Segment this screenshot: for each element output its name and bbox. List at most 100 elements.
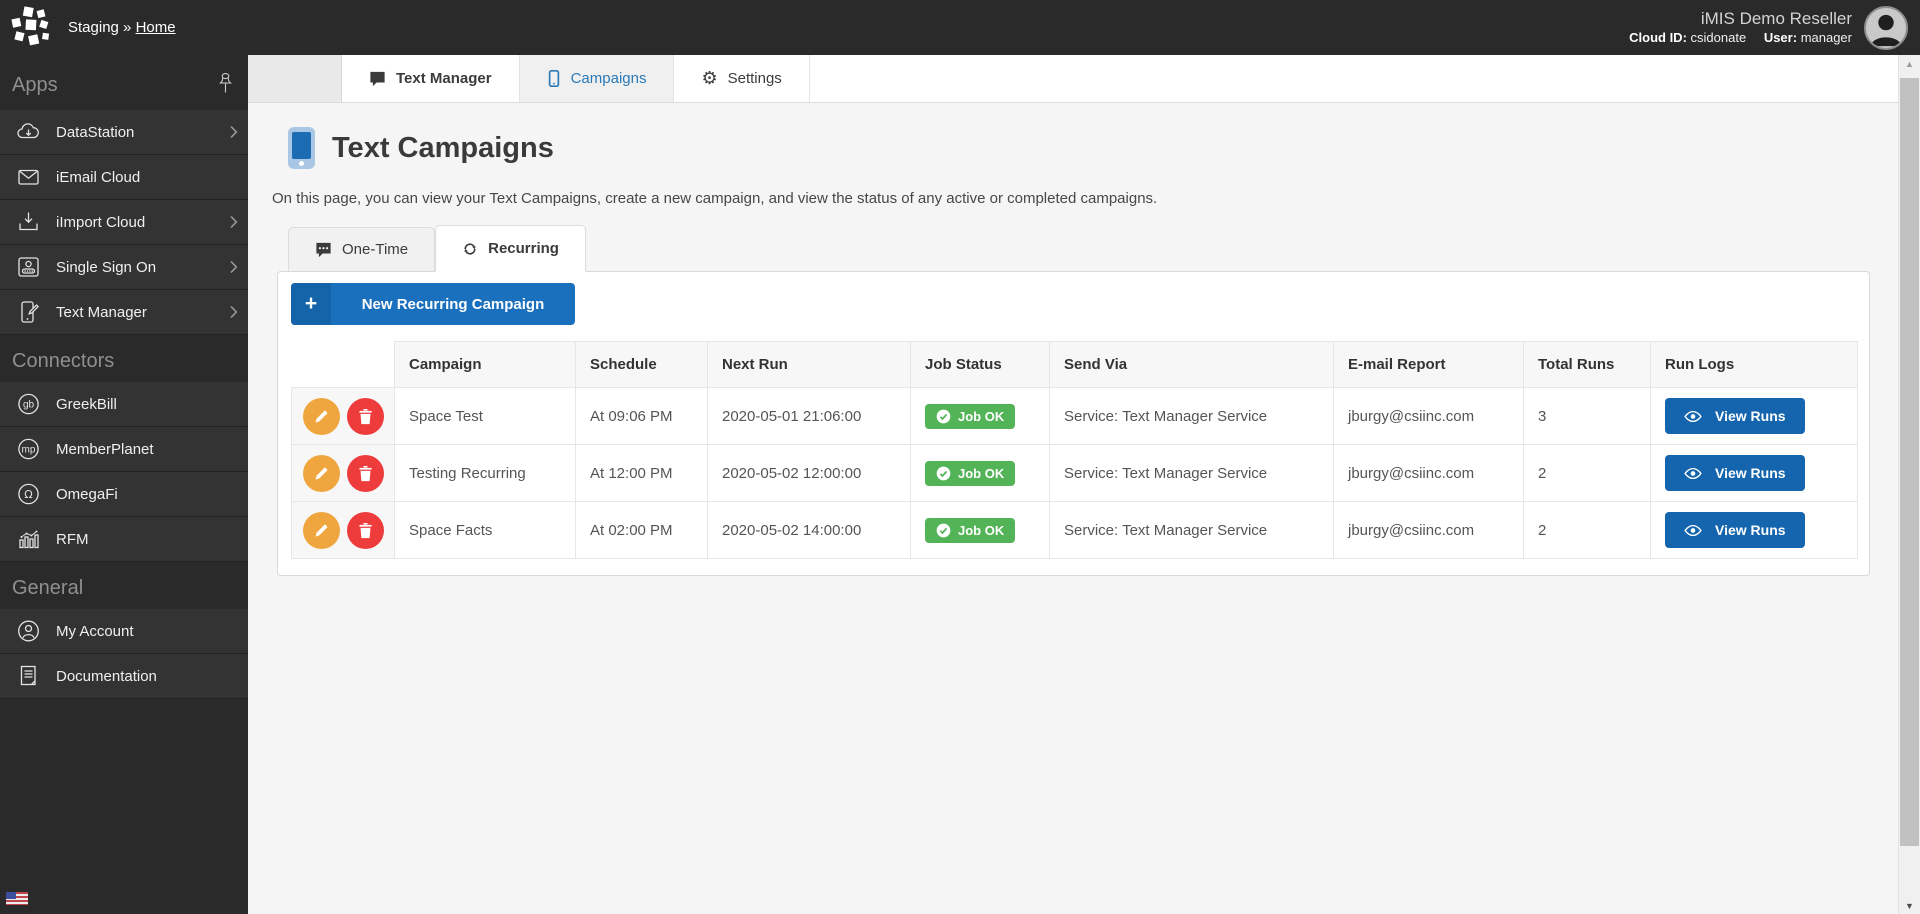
- new-recurring-campaign-button[interactable]: + New Recurring Campaign: [291, 283, 575, 325]
- vertical-scrollbar[interactable]: ▲ ▼: [1898, 55, 1920, 914]
- tab-campaigns[interactable]: Campaigns: [519, 55, 675, 102]
- sidebar-item-text-manager[interactable]: Text Manager: [0, 290, 248, 335]
- column-header-total-runs: Total Runs: [1523, 341, 1651, 388]
- tab-text-manager[interactable]: Text Manager: [342, 55, 520, 102]
- check-circle-icon: [936, 409, 951, 424]
- check-circle-icon: [936, 523, 951, 538]
- tab-bar: Text Manager Campaigns ⚙ Settings: [248, 55, 1898, 103]
- run-logs-cell: View Runs: [1650, 444, 1858, 502]
- tab-label: Text Manager: [396, 70, 492, 87]
- table-row: Space Facts At 02:00 PM 2020-05-02 14:00:0…: [291, 501, 1858, 559]
- sidebar-item-memberplanet[interactable]: mp MemberPlanet: [0, 427, 248, 472]
- run-logs-cell: View Runs: [1650, 501, 1858, 559]
- eye-icon: [1684, 410, 1702, 423]
- chevron-right-icon: [230, 215, 238, 229]
- sidebar-item-omegafi[interactable]: Ω OmegaFi: [0, 472, 248, 517]
- email-report-cell: jburgy@csiinc.com: [1333, 444, 1524, 502]
- sidebar-item-label: MemberPlanet: [56, 440, 154, 458]
- scrollbar-down-arrow-icon[interactable]: ▼: [1905, 901, 1914, 911]
- sidebar-item-label: My Account: [56, 622, 134, 640]
- sidebar-item-iemail-cloud[interactable]: iEmail Cloud: [0, 155, 248, 200]
- email-report-cell: jburgy@csiinc.com: [1333, 501, 1524, 559]
- eye-icon: [1684, 467, 1702, 480]
- scrollbar-thumb[interactable]: [1900, 78, 1919, 846]
- sidebar-item-label: Single Sign On: [56, 258, 157, 276]
- user-avatar[interactable]: [1864, 5, 1908, 50]
- tab-label: Campaigns: [570, 70, 647, 87]
- column-header-schedule: Schedule: [575, 341, 708, 388]
- sidebar-item-label: GreekBill: [56, 395, 117, 413]
- pencil-icon: [313, 408, 330, 425]
- trash-icon: [358, 408, 373, 425]
- sidebar-item-rfm[interactable]: RFM: [0, 517, 248, 562]
- sidebar-item-greekbill[interactable]: gb GreekBill: [0, 382, 248, 427]
- omegafi-icon: Ω: [13, 480, 43, 508]
- sidebar-item-iimport-cloud[interactable]: iImport Cloud: [0, 200, 248, 245]
- greekbill-icon: gb: [13, 390, 43, 418]
- sidebar-item-label: RFM: [56, 530, 89, 548]
- id-card-icon: [13, 253, 43, 281]
- breadcrumb-home-link[interactable]: Home: [135, 19, 176, 36]
- sidebar-item-my-account[interactable]: My Account: [0, 609, 248, 654]
- sidebar-section-title-apps: Apps: [0, 55, 248, 110]
- campaign-cell: Testing Recurring: [394, 444, 576, 502]
- next-run-cell: 2020-05-01 21:06:00: [707, 387, 911, 445]
- page-title: Text Campaigns: [332, 131, 554, 164]
- us-flag-icon[interactable]: [6, 892, 28, 905]
- edit-campaign-button[interactable]: [302, 511, 340, 549]
- section-title-label: General: [12, 577, 84, 599]
- phone-icon: [547, 69, 561, 88]
- job-status-badge: Job OK: [925, 460, 1016, 486]
- sidebar-item-label: Documentation: [56, 667, 157, 685]
- tab-settings[interactable]: ⚙ Settings: [674, 55, 810, 102]
- sidebar-section-title-general: General: [0, 562, 248, 609]
- job-status-badge: Job OK: [925, 403, 1016, 429]
- section-title-label: Apps: [12, 74, 58, 96]
- sidebar-section-title-connectors: Connectors: [0, 335, 248, 382]
- documentation-icon: [13, 662, 43, 690]
- view-runs-button[interactable]: View Runs: [1665, 455, 1805, 491]
- chevron-right-icon: [230, 125, 238, 139]
- send-via-cell: Service: Text Manager Service: [1049, 501, 1334, 559]
- view-runs-label: View Runs: [1715, 465, 1786, 481]
- trash-icon: [358, 522, 373, 539]
- total-runs-cell: 2: [1523, 444, 1651, 502]
- delete-campaign-button[interactable]: [346, 397, 384, 435]
- svg-text:mp: mp: [21, 445, 35, 456]
- eye-icon: [1684, 524, 1702, 537]
- column-header-send-via: Send Via: [1049, 341, 1334, 388]
- sidebar-item-label: iEmail Cloud: [56, 168, 141, 186]
- schedule-cell: At 02:00 PM: [575, 501, 708, 559]
- subtab-recurring[interactable]: Recurring: [435, 225, 586, 272]
- sidebar-item-documentation[interactable]: Documentation: [0, 654, 248, 699]
- view-runs-button[interactable]: View Runs: [1665, 512, 1805, 548]
- text-campaigns-phone-icon: [288, 127, 315, 169]
- breadcrumb-app: Staging: [68, 19, 119, 36]
- my-account-icon: [13, 617, 43, 645]
- subtab-one-time[interactable]: One-Time: [288, 227, 436, 271]
- column-header-campaign: Campaign: [394, 341, 576, 388]
- pin-icon[interactable]: [218, 72, 233, 101]
- cloud-id-value: csidonate: [1690, 30, 1747, 45]
- phone-edit-icon: [13, 298, 43, 326]
- column-header-next-run: Next Run: [707, 341, 911, 388]
- scrollbar-up-arrow-icon[interactable]: ▲: [1905, 59, 1914, 69]
- edit-campaign-button[interactable]: [302, 397, 340, 435]
- sidebar-item-datastation[interactable]: DataStation: [0, 110, 248, 155]
- delete-campaign-button[interactable]: [346, 454, 384, 492]
- delete-campaign-button[interactable]: [346, 511, 384, 549]
- subtab-label: One-Time: [342, 241, 409, 258]
- tab-bar-spacer: [248, 55, 342, 102]
- view-runs-label: View Runs: [1715, 408, 1786, 424]
- account-name: iMIS Demo Reseller: [1700, 9, 1852, 28]
- edit-campaign-button[interactable]: [302, 454, 340, 492]
- job-status-label: Job OK: [958, 522, 1005, 538]
- actions-cell: [291, 501, 395, 559]
- account-info: iMIS Demo Reseller Cloud ID: csidonate U…: [1629, 9, 1852, 46]
- sidebar-item-single-sign-on[interactable]: Single Sign On: [0, 245, 248, 290]
- rfm-icon: [13, 525, 43, 553]
- app-logo-icon[interactable]: [8, 6, 56, 52]
- campaign-type-subtabs: One-Time Recurring: [288, 224, 1898, 272]
- view-runs-button[interactable]: View Runs: [1665, 398, 1805, 434]
- sidebar-item-label: DataStation: [56, 123, 135, 141]
